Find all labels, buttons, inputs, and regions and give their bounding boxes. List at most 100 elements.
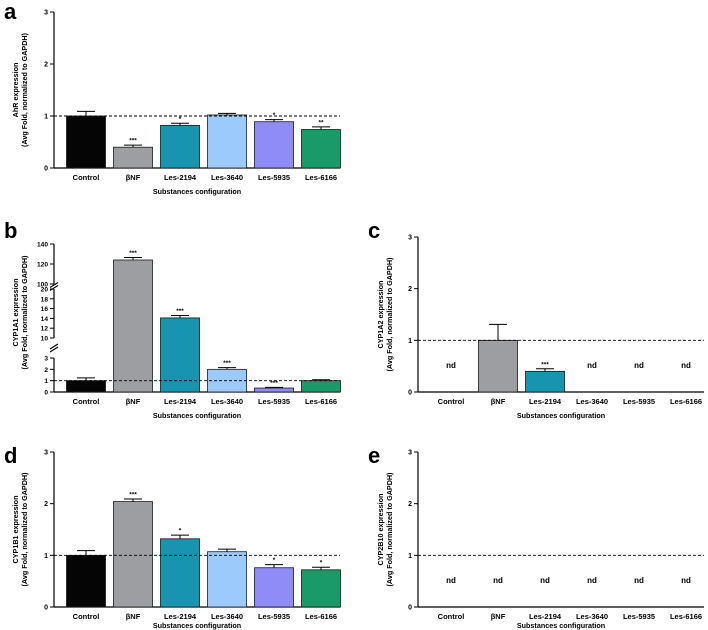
bar-les-5935: [254, 121, 294, 169]
not-detected-label: nd: [540, 576, 550, 585]
y-tick-label: 3: [408, 450, 412, 457]
panel-c: c CYP1A2 expression (Avg Fold, normalized …: [368, 218, 704, 420]
bar-bnf: [478, 339, 518, 393]
y-axis-title: (Avg Fold, normalized to GAPDH): [20, 32, 29, 147]
axis-break-mark: [49, 285, 59, 291]
y-tick-label: 1: [408, 553, 412, 560]
x-tick-label: Les-2194: [164, 397, 197, 406]
x-tick-label: Les-6166: [305, 612, 337, 621]
x-tick-label: Les-5935: [623, 612, 655, 621]
panel-d: d CYP1B1 expression (Avg Fold, normalized …: [4, 443, 341, 630]
axis-break-mark: [49, 343, 59, 350]
bar-les-2194: [160, 124, 200, 169]
significance-label: *: [320, 560, 323, 567]
y-tick-label: 3: [408, 235, 412, 242]
x-tick-label: Les-6166: [305, 397, 337, 406]
not-detected-label: nd: [681, 361, 691, 370]
y-axis-title: CYP1A2 expression: [376, 281, 385, 349]
bar-les-2194: [525, 370, 565, 393]
panel-letter: c: [368, 218, 380, 243]
x-tick-label: Les-3640: [211, 397, 243, 406]
x-tick-label: βNF: [126, 173, 141, 182]
x-tick-label: Control: [73, 612, 100, 621]
y-axis-title: (Avg Fold, normalized to GAPDH): [385, 257, 394, 372]
significance-label: ***: [270, 380, 278, 387]
y-tick-label: 1: [408, 338, 412, 345]
y-axis-title: CYP1A1 expression: [11, 279, 20, 347]
significance-label: *: [273, 557, 276, 564]
y-tick-label: 3: [44, 450, 48, 457]
y-tick-label: 16: [41, 306, 49, 313]
y-tick-label: 0: [408, 390, 412, 397]
y-tick-label: 0: [44, 390, 48, 397]
y-axis-title: (Avg Fold, normalized to GAPDH): [20, 472, 29, 587]
y-tick-label: 2: [44, 367, 48, 374]
bar-bnf: [113, 259, 153, 393]
not-detected-label: nd: [587, 576, 597, 585]
y-tick-label: 0: [44, 166, 48, 173]
bar-bnf: [113, 501, 153, 608]
x-tick-label: βNF: [491, 397, 506, 406]
panel-letter: a: [4, 0, 17, 24]
y-tick-label: 2: [408, 501, 412, 508]
significance-label: *: [179, 528, 182, 535]
bar-les-6166: [301, 129, 341, 169]
y-tick-label: 2: [44, 62, 48, 69]
x-tick-label: Les-5935: [258, 612, 290, 621]
y-axis-title: CYP2B10 expression: [376, 494, 385, 566]
x-tick-label: Les-3640: [576, 612, 608, 621]
panel-letter: e: [368, 443, 380, 468]
x-tick-label: βNF: [126, 612, 141, 621]
y-axis-title: AhR expression: [11, 63, 20, 118]
panel-letter: d: [4, 443, 17, 468]
x-tick-label: Control: [438, 612, 465, 621]
x-tick-label: Les-6166: [670, 612, 702, 621]
y-tick-label: 100: [37, 282, 48, 289]
x-tick-label: Les-5935: [258, 397, 290, 406]
bar-les-6166: [301, 569, 341, 608]
y-tick-label: 3: [44, 356, 48, 363]
significance-label: ***: [129, 250, 137, 257]
bar-les-6166: [301, 380, 341, 393]
bar-control: [66, 380, 106, 393]
y-tick-label: 20: [41, 287, 49, 294]
not-detected-label: nd: [446, 361, 456, 370]
x-axis-title: Substances configuration: [153, 411, 241, 420]
not-detected-label: nd: [446, 576, 456, 585]
not-detected-label: nd: [634, 576, 644, 585]
x-tick-label: Les-2194: [164, 173, 197, 182]
x-tick-label: Les-5935: [623, 397, 655, 406]
panel-b: b CYP1A1 expression (Avg Fold, normalized …: [4, 218, 341, 420]
bar-bnf: [113, 146, 153, 169]
x-tick-label: Les-2194: [529, 612, 562, 621]
panel-e: e CYP2B10 expression (Avg Fold, normalized…: [368, 443, 704, 630]
y-tick-label: 3: [44, 10, 48, 17]
significance-label: *: [179, 116, 182, 123]
bar-les-5935: [254, 567, 294, 608]
panel-a: a AhR expression (Avg Fold, normalized to …: [4, 0, 341, 196]
not-detected-label: nd: [634, 361, 644, 370]
panel-letter: b: [4, 218, 17, 243]
y-axis-title: CYP1B1 expression: [11, 496, 20, 564]
y-tick-label: 2: [44, 501, 48, 508]
x-tick-label: βNF: [126, 397, 141, 406]
significance-label: ***: [129, 138, 137, 145]
significance-label: ***: [176, 308, 184, 315]
x-tick-label: Les-3640: [576, 397, 608, 406]
y-tick-label: 18: [41, 296, 49, 303]
bar-les-3640: [207, 114, 247, 169]
y-tick-label: 140: [37, 242, 48, 249]
bar-les-2194: [160, 538, 200, 608]
x-tick-label: Les-2194: [529, 397, 562, 406]
x-tick-label: Les-2194: [164, 612, 197, 621]
x-tick-label: Control: [73, 397, 100, 406]
x-tick-label: Control: [438, 397, 465, 406]
bar-les-5935: [254, 387, 294, 393]
y-tick-label: 2: [408, 286, 412, 293]
axis-break-mark: [49, 282, 59, 288]
not-detected-label: nd: [493, 576, 503, 585]
y-tick-label: 0: [44, 605, 48, 612]
x-tick-label: Control: [73, 173, 100, 182]
y-tick-label: 1: [44, 553, 48, 560]
